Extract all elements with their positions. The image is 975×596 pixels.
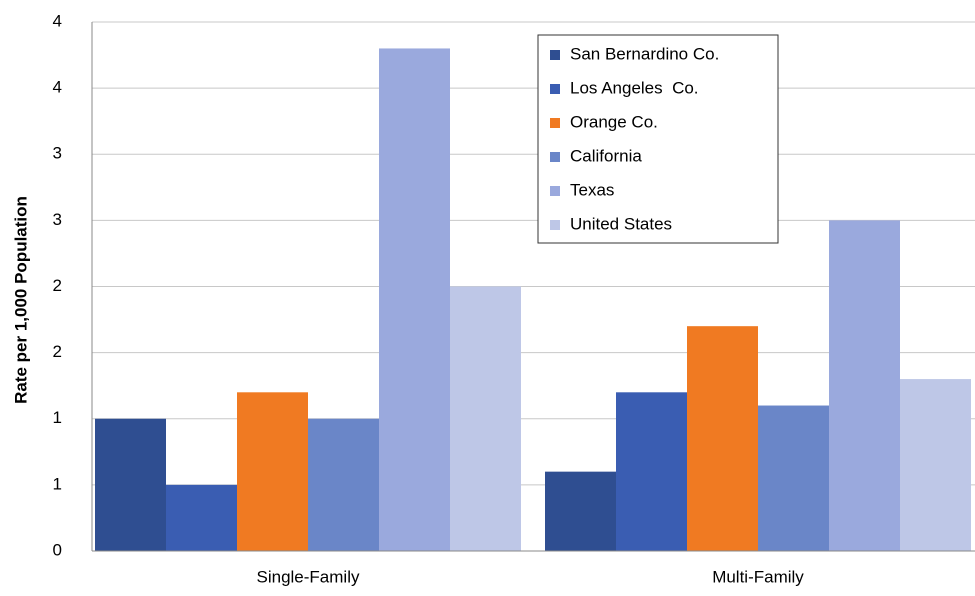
- bar: [545, 471, 616, 551]
- y-tick-label: 3: [53, 144, 62, 163]
- bar: [308, 418, 379, 551]
- legend-swatch: [550, 84, 560, 94]
- y-tick-label: 4: [53, 11, 62, 30]
- bar: [829, 220, 900, 551]
- y-axis-title: Rate per 1,000 Population: [11, 196, 30, 404]
- y-tick-label: 2: [53, 342, 62, 361]
- legend-swatch: [550, 118, 560, 128]
- bar: [237, 392, 308, 551]
- bar: [379, 48, 450, 551]
- legend-label: United States: [570, 214, 672, 233]
- y-tick-label: 1: [53, 474, 62, 493]
- bar: [450, 286, 521, 551]
- bar: [758, 405, 829, 551]
- bar: [687, 326, 758, 551]
- y-tick-label: 2: [53, 276, 62, 295]
- legend-box: [537, 34, 779, 244]
- x-tick-label: Single-Family: [257, 567, 360, 586]
- legend-label: Los Angeles Co.: [570, 78, 699, 97]
- legend-label: California: [570, 146, 642, 165]
- bar: [900, 379, 971, 551]
- x-tick-label: Multi-Family: [712, 567, 804, 586]
- legend-label: Orange Co.: [570, 112, 658, 131]
- legend-swatch: [550, 186, 560, 196]
- legend-swatch: [550, 220, 560, 230]
- bar: [95, 418, 166, 551]
- y-tick-label: 4: [53, 78, 62, 97]
- y-tick-label: 1: [53, 408, 62, 427]
- y-tick-label: 0: [53, 540, 62, 559]
- legend-label: San Bernardino Co.: [570, 44, 719, 63]
- bar: [616, 392, 687, 551]
- legend-swatch: [550, 152, 560, 162]
- legend-label: Texas: [570, 180, 614, 199]
- legend-swatch: [550, 50, 560, 60]
- bar: [166, 484, 237, 551]
- y-tick-label: 3: [53, 210, 62, 229]
